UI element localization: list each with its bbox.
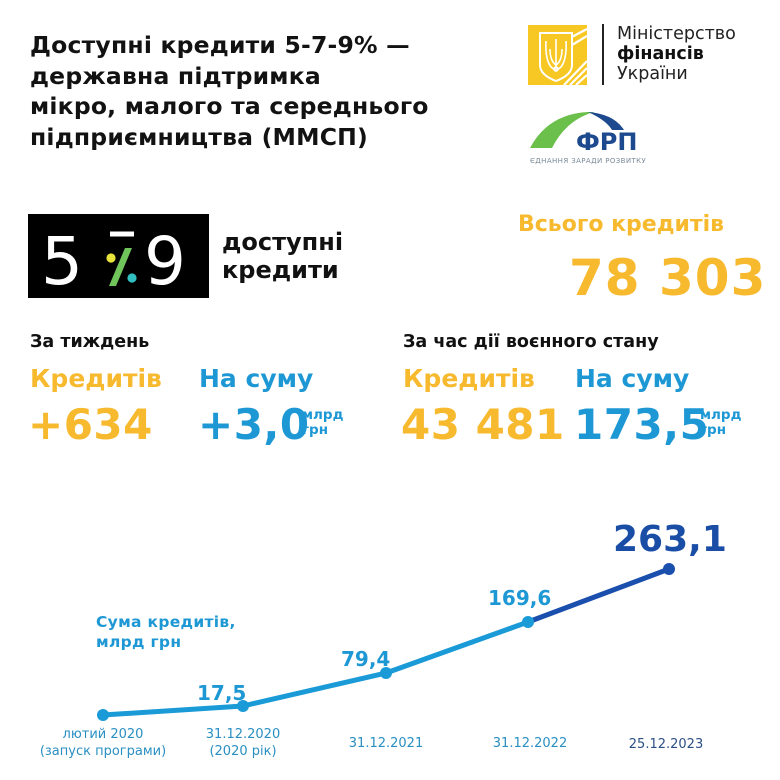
mark-digit: 9 [144,223,186,298]
x-axis-label: 31.12.2022 [478,735,582,752]
x-label-line: 25.12.2023 [628,737,704,752]
x-label-line: 31.12.2022 [492,736,568,751]
x-label-line: 31.12.2020 [205,727,281,742]
minfin-line: Міністерство [617,24,736,44]
chart-point [380,667,392,679]
chart-line-series [100,619,531,718]
mark-digit: 5 [41,223,83,298]
weekly-sum-label: На суму [199,364,314,393]
x-label-line: 31.12.2021 [348,736,424,751]
weekly-credits-label: Кредитів [30,364,162,393]
x-label-line: лютий 2020 [62,727,144,742]
chart-title-line: млрд грн [96,633,182,651]
chart-title-line: Сума кредитів, [96,613,236,631]
minfin-logo-text: Міністерство фінансів України [617,24,736,84]
chart-point [237,700,249,712]
x-axis-label: 25.12.2023 [614,736,718,753]
x-label-line: (запуск програми) [39,744,167,759]
wartime-sum-label: На суму [575,364,690,393]
value-label-latest: 263,1 [613,519,727,560]
unit-line: млрд [700,407,742,423]
weekly-sum-value: +3,0 [198,400,310,449]
wartime-heading: За час дії воєнного стану [403,332,659,352]
page-title: Доступні кредити 5-7-9% — державна підтр… [30,30,430,152]
title-line: мікро, малого та середнього [30,92,429,120]
value-label: 79,4 [341,647,391,671]
total-credits-value: 78 303 [569,249,767,307]
title-line: підприємництва (ММСП) [30,122,368,151]
percent-579-icon: 5 9 [41,223,186,298]
x-axis-label: лютий 2020 (запуск програми) [28,726,178,760]
frp-tagline: ЄДНАННЯ ЗАРАДИ РОЗВИТКУ [530,157,647,165]
chart-point [97,709,109,721]
wartime-sum-unit: млрд грн [700,408,742,438]
chart-line-highlight [525,566,672,625]
logo-divider [602,24,604,85]
x-axis-label: 31.12.2020 (2020 рік) [191,726,295,760]
frp-abbr: ФРП [576,128,637,156]
value-label: 17,5 [197,681,247,705]
weekly-credits-value: +634 [28,400,153,449]
minfin-line: України [617,64,688,84]
loans-line-chart [97,563,675,721]
unit-line: грн [700,422,727,438]
weekly-heading: За тиждень [30,332,150,352]
caption-line: кредити [222,256,339,284]
wartime-sum-value: 173,5 [574,400,710,449]
minfin-line: фінансів [617,44,704,64]
weekly-sum-unit: млрд грн [302,408,344,438]
value-label: 169,6 [488,586,552,610]
total-credits-label: Всього кредитів [518,212,725,237]
trident-emblem-icon [528,25,588,86]
chart-point [663,563,675,575]
program-579-logo: 5 9 [28,214,209,298]
chart-point [522,616,534,628]
frp-arc-logo-icon: ФРП ЄДНАННЯ ЗАРАДИ РОЗВИТКУ [530,112,647,165]
unit-line: млрд [302,407,344,423]
title-line: Доступні кредити 5-7-9% — [30,31,410,59]
unit-line: грн [302,422,329,438]
x-label-line: (2020 рік) [209,744,277,759]
chart-title: Сума кредитів, млрд грн [96,612,236,652]
frp-logo: ФРП ЄДНАННЯ ЗАРАДИ РОЗВИТКУ [526,108,656,166]
program-caption: доступні кредити [222,228,343,284]
x-axis-label: 31.12.2021 [334,735,438,752]
caption-line: доступні [222,228,344,256]
title-line: державна підтримка [30,61,321,90]
wartime-credits-value: 43 481 [401,400,565,449]
wartime-credits-label: Кредитів [403,364,535,393]
